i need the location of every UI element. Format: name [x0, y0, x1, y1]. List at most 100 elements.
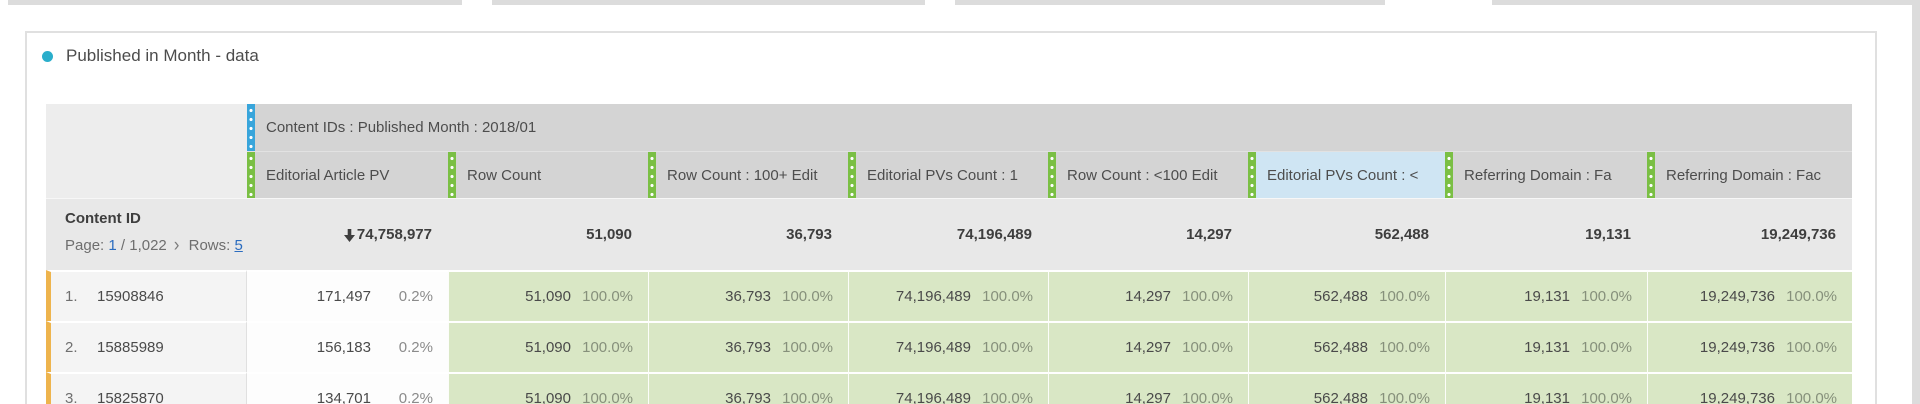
- cell-percent: 100.0%: [1379, 288, 1430, 305]
- metric-drag-handle-icon[interactable]: [247, 152, 255, 198]
- row-number: 3.: [65, 390, 78, 404]
- metric-cell[interactable]: 14,297 100.0%: [1048, 321, 1248, 372]
- column-header-label: Referring Domain : Fac: [1666, 166, 1822, 184]
- cell-value: 19,131: [1524, 288, 1570, 305]
- page-total: / 1,022: [120, 237, 167, 254]
- metric-drag-handle-icon[interactable]: [1248, 152, 1256, 198]
- metric-cell[interactable]: 36,793 100.0%: [648, 270, 848, 321]
- metric-cell[interactable]: 14,297 100.0%: [1048, 270, 1248, 321]
- metric-cell[interactable]: 134,701 0.2%: [247, 372, 448, 404]
- column-header-label: Row Count: [467, 166, 542, 184]
- metric-cell[interactable]: 36,793 100.0%: [648, 321, 848, 372]
- collapsed-panel-edge-2: [492, 0, 925, 5]
- column-header-editorial-pvs-100plus[interactable]: Editorial PVs Count : 1: [848, 151, 1048, 198]
- metric-drag-handle-icon[interactable]: [648, 152, 656, 198]
- content-id[interactable]: 15908846: [97, 288, 164, 305]
- cell-value: 14,297: [1125, 339, 1171, 356]
- metric-drag-handle-icon[interactable]: [848, 152, 856, 198]
- cell-percent: 100.0%: [782, 390, 833, 404]
- dimension-cell[interactable]: 3. 15825870: [46, 372, 247, 404]
- metric-cell[interactable]: 171,497 0.2%: [247, 270, 448, 321]
- cell-value: 19,249,736: [1699, 390, 1775, 404]
- total-row-count: 51,090: [448, 199, 648, 270]
- column-header-row-count-under100[interactable]: Row Count : <100 Edit: [1048, 151, 1248, 198]
- metric-drag-handle-icon[interactable]: [1647, 152, 1655, 198]
- metric-drag-handle-icon[interactable]: [448, 152, 456, 198]
- table-totals-row: Content ID Page: 1 / 1,022 › Rows: 5 74,7…: [46, 198, 1852, 270]
- column-header-editorial-pvs-under100-selected[interactable]: Editorial PVs Count : <: [1248, 151, 1445, 198]
- column-header-referring-domain-fa[interactable]: Referring Domain : Fa: [1445, 151, 1647, 198]
- metric-cell[interactable]: 36,793 100.0%: [648, 372, 848, 404]
- cell-value: 74,196,489: [895, 390, 971, 404]
- column-header-label: Row Count : <100 Edit: [1067, 166, 1218, 184]
- column-header-label: Row Count : 100+ Edit: [667, 166, 818, 184]
- column-header-editorial-article-pv[interactable]: Editorial Article PV: [247, 151, 448, 198]
- freeform-table-panel: Published in Month - data Content IDs : …: [25, 31, 1877, 404]
- cell-value: 562,488: [1313, 339, 1368, 356]
- content-id[interactable]: 15825870: [97, 390, 164, 404]
- cell-percent: 100.0%: [782, 288, 833, 305]
- metric-cell[interactable]: 19,131 100.0%: [1445, 270, 1647, 321]
- cell-percent: 100.0%: [1786, 339, 1837, 356]
- dimension-drag-handle-icon[interactable]: [247, 104, 255, 151]
- collapsed-panel-edge-3: [955, 0, 1385, 5]
- column-span-header[interactable]: Content IDs : Published Month : 2018/01: [247, 104, 1852, 151]
- cell-percent: 100.0%: [1581, 390, 1632, 404]
- total-editorial-article-pv: 74,758,977: [247, 199, 448, 270]
- cell-value: 134,701: [316, 390, 371, 404]
- table-header: Content IDs : Published Month : 2018/01 …: [46, 104, 1852, 198]
- cell-percent: 100.0%: [1786, 288, 1837, 305]
- metric-cell[interactable]: 74,196,489 100.0%: [848, 372, 1048, 404]
- rows-per-page-link[interactable]: 5: [234, 237, 243, 254]
- cell-percent: 100.0%: [1182, 288, 1233, 305]
- metric-cell[interactable]: 51,090 100.0%: [448, 372, 648, 404]
- metric-cell[interactable]: 19,249,736 100.0%: [1647, 372, 1852, 404]
- metric-cell[interactable]: 51,090 100.0%: [448, 270, 648, 321]
- metric-cell[interactable]: 51,090 100.0%: [448, 321, 648, 372]
- cell-value: 36,793: [725, 339, 771, 356]
- cell-value: 19,131: [1524, 390, 1570, 404]
- metric-cell[interactable]: 562,488 100.0%: [1248, 372, 1445, 404]
- dimension-cell[interactable]: 2. 15885989: [46, 321, 247, 372]
- content-id[interactable]: 15885989: [97, 339, 164, 356]
- metric-cell[interactable]: 156,183 0.2%: [247, 321, 448, 372]
- cell-percent: 100.0%: [982, 390, 1033, 404]
- span-header-label: Content IDs : Published Month : 2018/01: [266, 119, 537, 136]
- metric-cell[interactable]: 19,249,736 100.0%: [1647, 270, 1852, 321]
- metric-drag-handle-icon[interactable]: [1048, 152, 1056, 198]
- next-page-chevron-icon[interactable]: ›: [173, 233, 180, 256]
- collapsed-panel-edge-1: [8, 0, 462, 5]
- cell-value: 19,131: [1524, 339, 1570, 356]
- dimension-cell[interactable]: 1. 15908846: [46, 270, 247, 321]
- cell-value: 14,297: [1125, 390, 1171, 404]
- total-referring-domain-fac: 19,249,736: [1647, 199, 1852, 270]
- table-row[interactable]: 2. 15885989 156,183 0.2% 51,090 100.0% 36,…: [46, 321, 1852, 372]
- cell-value: 51,090: [525, 288, 571, 305]
- current-page-link[interactable]: 1: [108, 237, 117, 254]
- cell-percent: 0.2%: [398, 390, 433, 404]
- rows-label: Rows:: [188, 237, 231, 254]
- total-editorial-pvs-100plus: 74,196,489: [848, 199, 1048, 270]
- pagination-controls: Page: 1 / 1,022 › Rows: 5: [65, 233, 247, 256]
- freeform-table: Content IDs : Published Month : 2018/01 …: [46, 104, 1852, 404]
- column-header-referring-domain-fac[interactable]: Referring Domain : Fac: [1647, 151, 1852, 198]
- metric-cell[interactable]: 19,131 100.0%: [1445, 321, 1647, 372]
- metric-cell[interactable]: 19,249,736 100.0%: [1647, 321, 1852, 372]
- column-header-row-count-100plus[interactable]: Row Count : 100+ Edit: [648, 151, 848, 198]
- metric-drag-handle-icon[interactable]: [1445, 152, 1453, 198]
- row-number: 1.: [65, 288, 78, 305]
- table-row[interactable]: 1. 15908846 171,497 0.2% 51,090 100.0% 36,…: [46, 270, 1852, 321]
- cell-percent: 100.0%: [1182, 390, 1233, 404]
- metric-cell[interactable]: 74,196,489 100.0%: [848, 321, 1048, 372]
- metric-cell[interactable]: 74,196,489 100.0%: [848, 270, 1048, 321]
- cell-value: 74,196,489: [895, 288, 971, 305]
- sort-descending-icon[interactable]: [343, 229, 355, 242]
- column-header-row-count[interactable]: Row Count: [448, 151, 648, 198]
- metric-cell[interactable]: 14,297 100.0%: [1048, 372, 1248, 404]
- table-row[interactable]: 3. 15825870 134,701 0.2% 51,090 100.0% 36,…: [46, 372, 1852, 404]
- metric-cell[interactable]: 562,488 100.0%: [1248, 321, 1445, 372]
- metric-cell[interactable]: 562,488 100.0%: [1248, 270, 1445, 321]
- total-editorial-pvs-under100: 562,488: [1248, 199, 1445, 270]
- metric-cell[interactable]: 19,131 100.0%: [1445, 372, 1647, 404]
